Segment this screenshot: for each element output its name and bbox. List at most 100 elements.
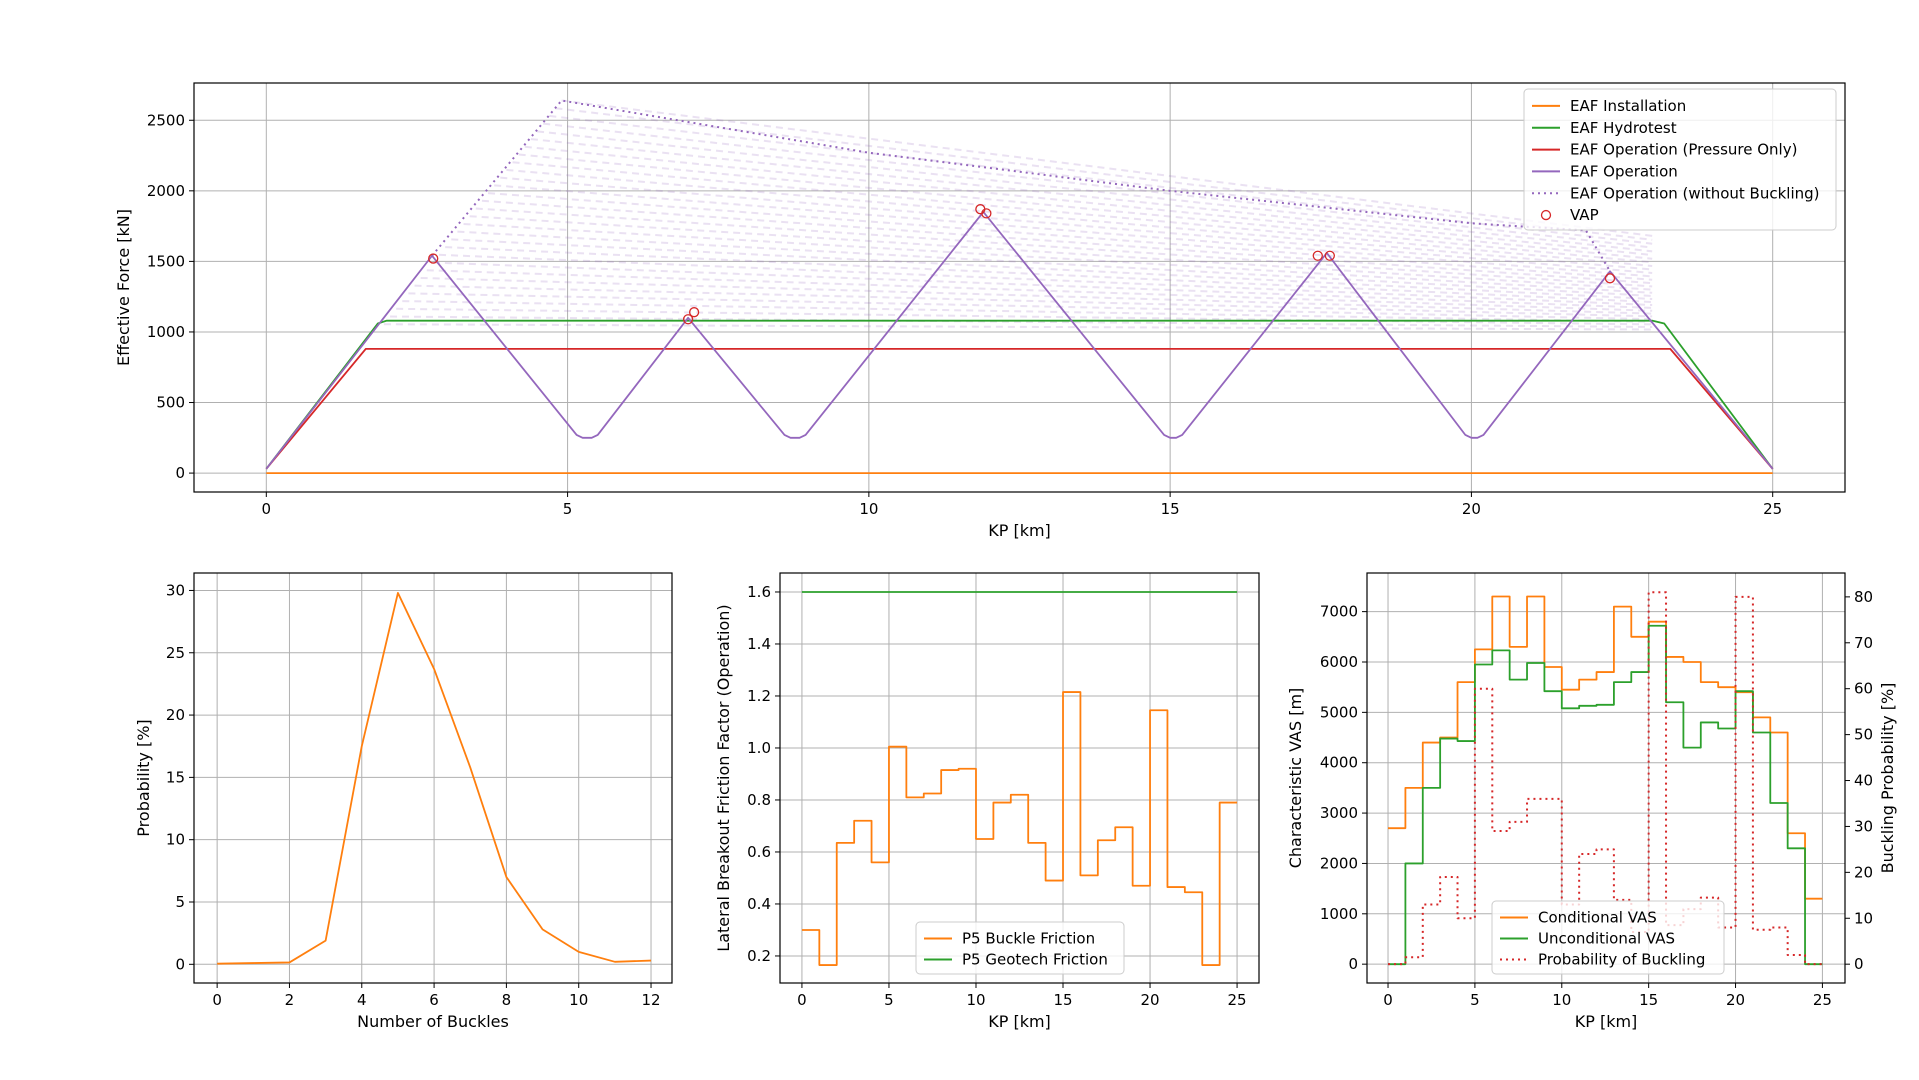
y-axis-label: Effective Force [kN] [114,209,133,366]
x-tick-label: 0 [262,500,272,518]
x-tick-label: 10 [1552,991,1571,1009]
unconditional-vas-line [1388,624,1823,966]
buckling-envelope-line [536,130,1653,253]
y-tick-label: 1500 [147,252,185,270]
legend-item: P5 Buckle Friction [924,930,1095,948]
x-tick-label: 25 [1813,991,1832,1009]
vap-marker [1604,273,1616,284]
legend-label: Probability of Buckling [1538,951,1705,969]
buckling-envelope-line [524,145,1653,260]
y-tick-label: 1.0 [747,739,771,757]
y-right-tick-label: 0 [1854,955,1864,973]
y-right-tick-label: 40 [1854,772,1873,790]
chart-1: 0 2 4 6 8 10 12 0 5 10 15 20 25 30 Number of Buckles Pr… [134,572,673,1031]
eaf-operation-pressure-only-line [265,347,1774,470]
y-tick-label: 25 [166,644,185,662]
y-axis-label: Probability [%] [134,719,153,836]
y-tick-label: 20 [166,706,185,724]
y-tick-label: 0 [1348,955,1358,973]
legend-label: EAF Installation [1570,97,1686,115]
y-tick-label: 10 [166,831,185,849]
buckling-envelope-line [414,284,1653,318]
y-right-axis-label: Buckling Probability [%] [1878,683,1897,874]
vap-marker [428,253,439,264]
legend-label: P5 Geotech Friction [962,951,1108,969]
x-tick-label: 10 [859,500,878,518]
legend-item: Conditional VAS [1500,909,1657,927]
y-tick-label: 2500 [147,111,185,129]
x-axis-label: Number of Buckles [357,1012,509,1031]
legend-box [1523,88,1837,231]
x-tick-label: 25 [1763,500,1782,518]
y-tick-label: 15 [166,768,185,786]
x-tick-label: 10 [569,991,588,1009]
legend-item: EAF Operation [1532,162,1678,180]
x-tick-label: 15 [1161,500,1180,518]
x-tick-label: 0 [797,991,807,1009]
buckling-envelope-line [396,307,1653,326]
probability-of-buckling-line [1388,591,1823,966]
legend-label: EAF Operation (Pressure Only) [1570,141,1797,159]
buckling-envelope-line [530,138,1653,257]
x-tick-label: 8 [502,991,512,1009]
y-tick-label: 500 [156,394,185,412]
y-right-tick-label: 50 [1854,726,1873,744]
y-tick-label: 1000 [1320,905,1358,923]
x-tick-label: 15 [1053,991,1072,1009]
legend-box [1491,900,1725,975]
eaf-operation-without-buckling-line [431,99,1611,272]
buckling-envelope-line [500,176,1653,274]
buckling-envelope-line [481,199,1653,285]
plot-area [801,591,1238,966]
p5-buckle-friction-line [801,691,1238,966]
x-tick-label: 12 [641,991,660,1009]
legend-item: EAF Installation [1532,97,1686,115]
y-right-tick-label: 20 [1854,863,1873,881]
buckling-envelope-line [438,253,1653,307]
x-tick-label: 5 [1470,991,1480,1009]
vap-marker [682,314,694,325]
x-tick-label: 20 [1726,991,1745,1009]
y-right-tick-label: 80 [1854,588,1873,606]
legend: P5 Buckle Friction P5 Geotech Friction [915,921,1125,975]
y-right-tick-label: 60 [1854,680,1873,698]
legend-label: Unconditional VAS [1538,930,1675,948]
legend-label: EAF Operation [1570,162,1678,180]
y-axis-label: Characteristic VAS [m] [1286,688,1305,869]
y-tick-label: 4000 [1320,754,1358,772]
legend-item: Probability of Buckling [1500,951,1705,969]
x-axis-label: KP [km] [988,521,1051,540]
x-tick-label: 4 [357,991,367,1009]
y-tick-label: 5000 [1320,703,1358,721]
vap-marker [688,307,700,318]
eaf-operation-line [265,211,1774,470]
plot-area [265,99,1774,474]
buckling-envelope-line [518,153,1653,264]
legend-marker [1540,209,1552,221]
legend-item: Unconditional VAS [1500,930,1675,948]
y-tick-label: 0 [175,955,185,973]
y-tick-label: 0 [175,464,185,482]
buckling-envelope-line [402,300,1653,323]
x-tick-label: 0 [1383,991,1393,1009]
legend-label: EAF Hydrotest [1570,119,1677,137]
x-tick-label: 25 [1228,991,1247,1009]
x-tick-label: 2 [285,991,295,1009]
buckling-envelope-line [475,207,1653,288]
y-tick-label: 7000 [1320,603,1358,621]
x-tick-label: 5 [563,500,573,518]
legend-label: Conditional VAS [1538,909,1657,927]
legend-label: VAP [1570,206,1599,224]
buckling-envelope-line [445,246,1653,304]
buckling-envelope-line [408,292,1653,321]
buckling-envelope-line [463,222,1653,294]
x-axis-label: KP [km] [1575,1012,1638,1031]
y-tick-label: 1.4 [747,635,771,653]
y-tick-label: 2000 [147,182,185,200]
x-tick-label: 6 [429,991,439,1009]
y-tick-label: 3000 [1320,804,1358,822]
y-tick-label: 0.4 [747,895,771,913]
y-tick-label: 6000 [1320,653,1358,671]
legend-label: EAF Operation (without Buckling) [1570,184,1820,202]
